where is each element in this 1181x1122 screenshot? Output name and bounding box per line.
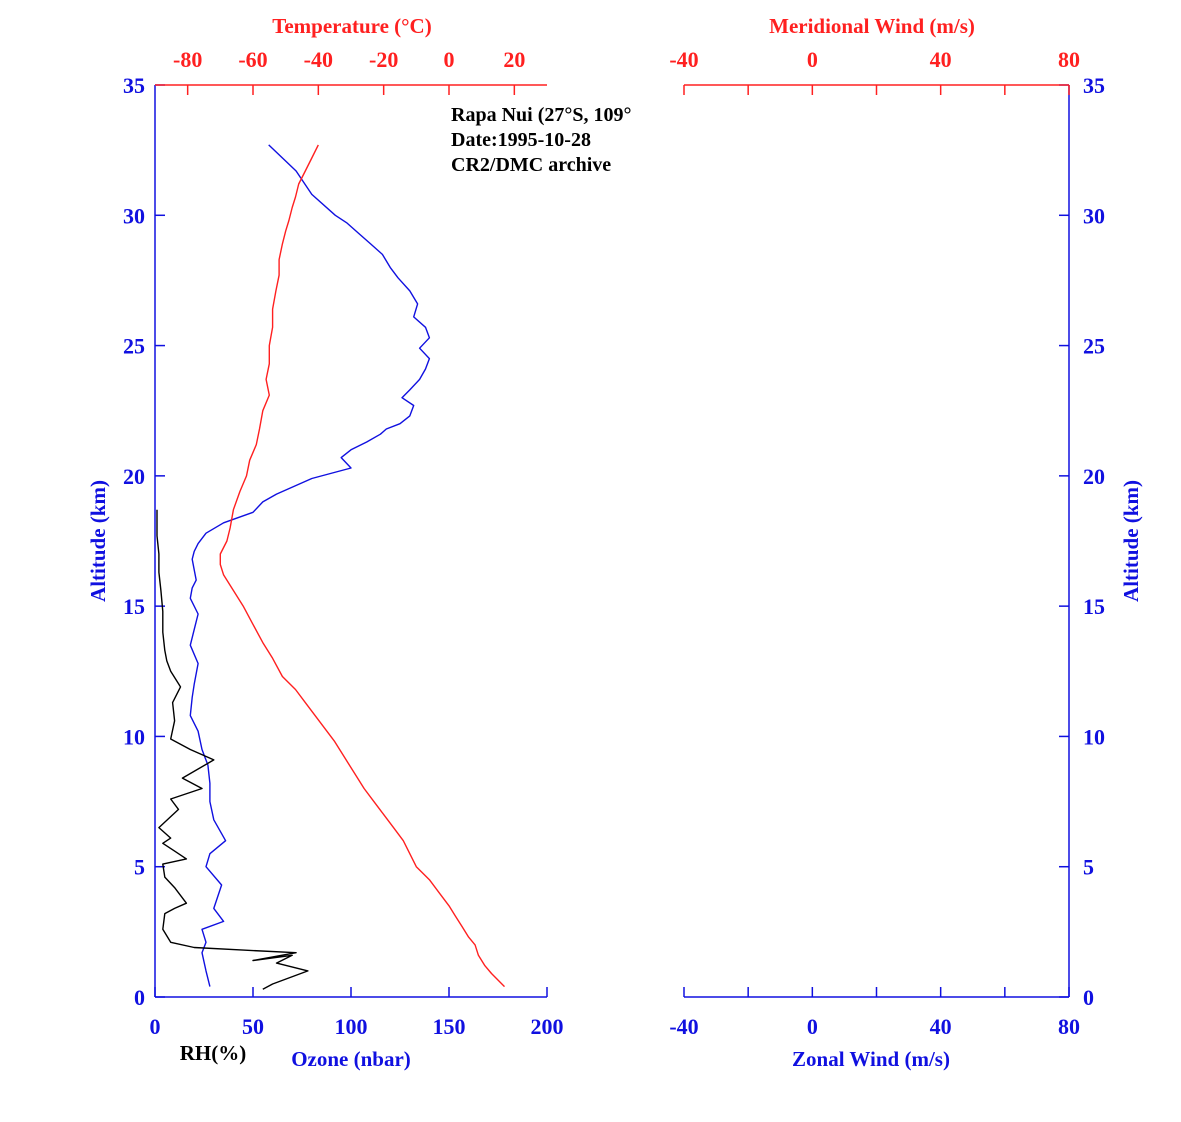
altitude-tick-label-left: 20 [123,464,145,489]
altitude-tick-label-left: 10 [123,724,145,749]
altitude-axis-title-right: Altitude (km) [1119,480,1143,602]
altitude-tick-label-right: 20 [1083,464,1105,489]
altitude-tick-label-right: 30 [1083,203,1105,228]
right-panel: 0 5 10 15 20 25 30 35 -40 0 40 80 -40 0 40 80 [669,47,1105,1039]
zonal-tick-label: 40 [930,1014,952,1039]
meridional-tick-label: 0 [807,47,818,72]
info-line: CR2/DMC archive [451,154,611,176]
altitude-tick-label-right: 15 [1083,594,1105,619]
altitude-tick-label-right: 35 [1083,73,1105,98]
altitude-tick-label-left: 35 [123,73,145,98]
altitude-axis-title-left: Altitude (km) [86,480,110,602]
ozone-tick-label: 50 [242,1014,264,1039]
zonal-tick-label: 0 [807,1014,818,1039]
rh-profile-line [156,509,309,990]
ozone-tick-label: 100 [335,1014,368,1039]
temperature-tick-label: 20 [503,47,525,72]
zonal-tick-label: -40 [669,1014,698,1039]
zonal-axis-title: Zonal Wind (m/s) [792,1047,950,1071]
altitude-tick-label-left: 0 [134,985,145,1010]
meridional-tick-label: 40 [930,47,952,72]
altitude-tick-label-right: 10 [1083,724,1105,749]
info-line: Rapa Nui (27°S, 109° [451,104,631,126]
ozone-tick-label: 200 [531,1014,564,1039]
altitude-tick-label-right: 25 [1083,334,1105,359]
temperature-tick-label: -60 [238,47,267,72]
temperature-tick-label: 0 [444,47,455,72]
meridional-axis-title: Meridional Wind (m/s) [769,14,975,38]
temperature-profile-line [219,144,505,988]
info-line: Date:1995-10-28 [451,129,591,151]
left-panel: 0 5 10 15 20 25 30 35 0 50 100 150 200 -80 -60 -40 -20 0 2… [123,47,564,1039]
altitude-tick-label-left: 15 [123,594,145,619]
axis-titles: Temperature (°C) Meridional Wind (m/s) Z… [86,14,1143,1071]
temperature-tick-label: -40 [304,47,333,72]
altitude-tick-label-left: 30 [123,203,145,228]
zonal-tick-label: 80 [1058,1014,1080,1039]
altitude-tick-label-right: 5 [1083,855,1094,880]
station-info: Rapa Nui (27°S, 109° Date:1995-10-28 CR2/D… [451,104,631,176]
altitude-tick-label-left: 5 [134,855,145,880]
altitude-tick-label-right: 0 [1083,985,1094,1010]
ozone-profile-line [189,144,431,987]
temperature-axis-title: Temperature (°C) [272,14,431,38]
rh-axis-title: RH(%) [180,1041,247,1065]
altitude-tick-label-left: 25 [123,334,145,359]
ozone-axis-title: Ozone (nbar) [291,1047,411,1071]
ozone-tick-label: 150 [433,1014,466,1039]
temperature-tick-label: -20 [369,47,398,72]
meridional-tick-label: 80 [1058,47,1080,72]
temperature-tick-label: -80 [173,47,202,72]
meridional-tick-label: -40 [669,47,698,72]
ozone-tick-label: 0 [150,1014,161,1039]
